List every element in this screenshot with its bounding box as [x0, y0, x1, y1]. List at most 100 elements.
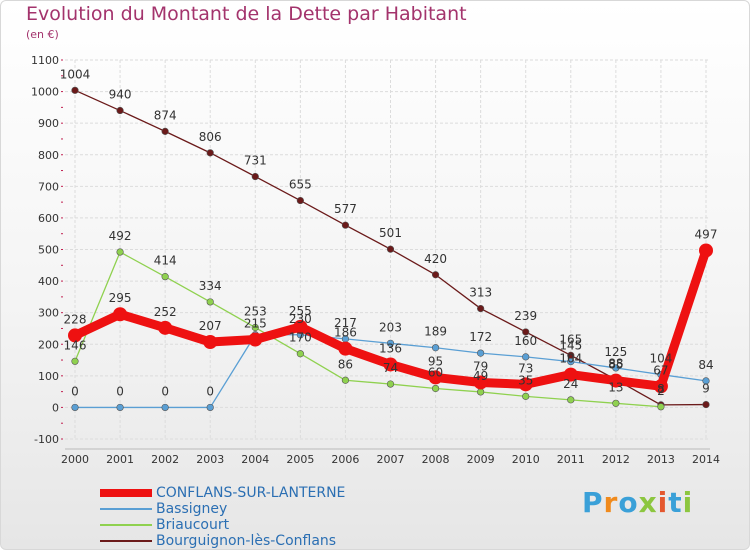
data-point: [473, 375, 488, 390]
data-label: 255: [289, 304, 312, 318]
data-point: [68, 328, 82, 343]
data-point: [116, 248, 124, 256]
data-label: 492: [109, 229, 132, 243]
data-label: 420: [424, 252, 447, 266]
data-label: 874: [154, 108, 177, 122]
data-label: 203: [379, 320, 402, 334]
data-label: 313: [469, 286, 492, 300]
data-label: 125: [604, 345, 627, 359]
x-tick-label: 2003: [196, 453, 224, 466]
data-point: [563, 367, 578, 382]
data-label: 501: [379, 226, 402, 240]
data-point: [428, 370, 443, 385]
chart-unit: (en €): [26, 28, 59, 41]
data-point: [206, 149, 214, 157]
data-point: [113, 307, 128, 322]
data-point: [608, 373, 623, 388]
data-label: 228: [64, 312, 87, 326]
data-point: [699, 243, 713, 258]
y-tick-label: 1100: [31, 54, 59, 67]
y-tick-label: 500: [38, 244, 59, 257]
data-label: 186: [334, 326, 357, 340]
x-tick-label: 2007: [377, 453, 405, 466]
y-tick-label: 300: [38, 307, 59, 320]
data-label: 217: [334, 316, 357, 330]
x-tick-label: 2008: [422, 453, 450, 466]
data-label: 85: [608, 358, 623, 372]
y-tick-label: 700: [38, 180, 59, 193]
data-label: 215: [244, 317, 267, 331]
data-point: [567, 396, 575, 404]
data-label: 9: [702, 382, 710, 396]
y-tick-label: 100: [38, 370, 59, 383]
data-point: [338, 341, 353, 356]
data-point: [518, 377, 533, 392]
data-point: [296, 196, 304, 205]
data-label: 2: [657, 384, 665, 398]
data-point: [71, 403, 79, 412]
data-point: [386, 245, 395, 253]
data-label: 146: [64, 338, 87, 352]
x-tick-label: 2005: [286, 453, 314, 466]
data-label: 145: [559, 339, 582, 353]
data-label: 806: [199, 130, 222, 144]
data-point: [383, 357, 398, 372]
logo-letter: t: [668, 486, 683, 519]
data-label: 252: [154, 305, 177, 319]
data-point: [161, 403, 169, 412]
legend-swatch: [100, 489, 152, 497]
data-label: 86: [338, 357, 353, 371]
data-label: 0: [206, 384, 214, 398]
legend-label: Bourguignon-lès-Conflans: [156, 533, 337, 549]
data-point: [657, 403, 665, 411]
data-label: 0: [116, 384, 124, 398]
data-point: [206, 403, 214, 412]
data-label: 136: [379, 341, 402, 355]
data-label: 577: [334, 202, 357, 216]
y-tick-label: 1000: [31, 86, 59, 99]
data-label: 67: [653, 363, 668, 377]
data-label: 104: [649, 352, 672, 366]
y-tick-label: 200: [38, 338, 59, 351]
data-point: [702, 400, 710, 409]
data-label: 230: [289, 312, 312, 326]
data-label: 414: [154, 254, 177, 268]
data-label: 0: [161, 384, 169, 398]
data-label: 73: [518, 361, 533, 375]
axes: -100010020030040050060070080090010001100…: [31, 54, 720, 466]
data-label: 74: [383, 361, 398, 375]
logo-letter: i: [682, 486, 694, 519]
y-tick-label: -100: [34, 433, 59, 446]
legend-label: CONFLANS-SUR-LANTERNE: [156, 485, 346, 501]
data-point: [612, 364, 620, 372]
data-point: [386, 380, 395, 388]
data-label: 497: [695, 227, 718, 241]
x-tick-label: 2014: [692, 453, 720, 466]
data-point: [203, 335, 218, 350]
y-tick-label: 900: [38, 117, 59, 130]
logo-letter: x: [638, 486, 658, 519]
data-point: [477, 388, 485, 396]
logo-letter: i: [657, 486, 669, 519]
data-label: 239: [514, 309, 537, 323]
data-point: [567, 358, 575, 366]
data-label: 731: [244, 154, 267, 168]
data-label: 35: [518, 373, 533, 387]
data-point: [116, 403, 124, 412]
data-point: [161, 273, 169, 281]
proxiti-logo: Proxiti: [582, 486, 693, 519]
data-label: 79: [473, 359, 488, 373]
x-tick-label: 2012: [602, 453, 630, 466]
data-point: [702, 377, 710, 385]
x-tick-label: 2009: [467, 453, 495, 466]
data-point: [653, 379, 668, 394]
x-tick-label: 2000: [61, 453, 89, 466]
x-tick-label: 2001: [106, 453, 134, 466]
y-tick-label: 400: [38, 275, 59, 288]
data-point: [431, 344, 440, 352]
data-label: 95: [428, 354, 443, 368]
data-point: [248, 332, 263, 347]
data-point: [477, 349, 485, 357]
data-label: 165: [559, 332, 582, 346]
